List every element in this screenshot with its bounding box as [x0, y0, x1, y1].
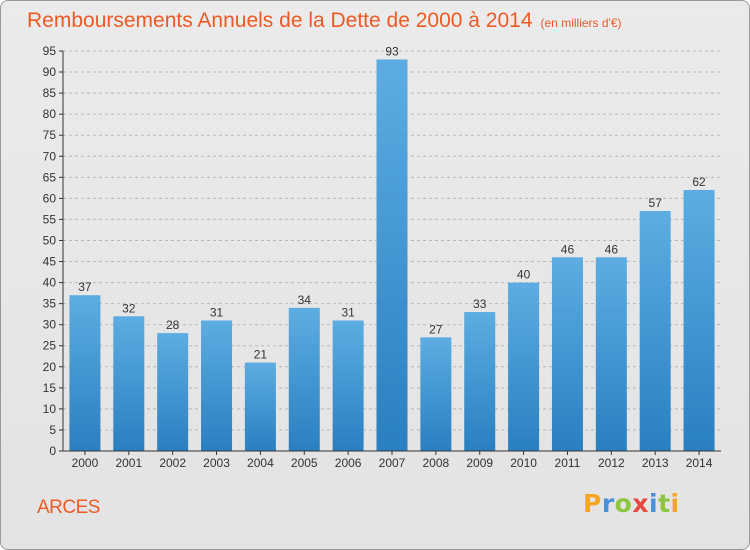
- data-label: 46: [561, 242, 575, 256]
- x-tick-label: 2012: [598, 456, 625, 470]
- y-tick-label: 70: [43, 149, 57, 163]
- commune-name: ARCES: [37, 497, 100, 518]
- y-tick-label: 15: [43, 381, 57, 395]
- x-tick-label: 2013: [642, 456, 669, 470]
- data-label: 31: [341, 305, 355, 319]
- y-tick-label: 65: [43, 170, 57, 184]
- y-axis: 0 5 10 15 20 25 30 35 40 45 50 55 60 65 70 75 80 85 90 95: [43, 44, 64, 458]
- bar-2010: [508, 282, 540, 451]
- data-label: 28: [166, 318, 180, 332]
- x-tick-label: 2008: [423, 456, 450, 470]
- y-tick-label: 95: [43, 44, 57, 58]
- y-tick-label: 20: [43, 360, 57, 374]
- data-label: 34: [298, 293, 312, 307]
- x-tick-label: 2010: [510, 456, 537, 470]
- x-tick-label: 2009: [466, 456, 493, 470]
- x-tick-label: 2011: [555, 456, 581, 470]
- chart-unit: (en milliers d'€): [540, 16, 622, 30]
- x-tick-label: 2006: [335, 456, 362, 470]
- bar-2000: [69, 295, 101, 451]
- y-tick-label: 85: [43, 86, 57, 100]
- data-label: 31: [210, 305, 224, 319]
- y-tick-label: 45: [43, 255, 57, 269]
- data-label: 46: [605, 242, 619, 256]
- y-tick-label: 80: [43, 107, 57, 121]
- x-tick-label: 2007: [379, 456, 406, 470]
- y-tick-label: 55: [43, 212, 57, 226]
- x-tick-label: 2000: [72, 456, 99, 470]
- bar-2008: [420, 337, 452, 451]
- chart-title: Remboursements Annuels de la Dette de 20…: [27, 9, 622, 33]
- data-label: 27: [429, 322, 443, 336]
- x-tick-label: 2001: [115, 456, 142, 470]
- bar-2013: [639, 211, 671, 451]
- y-tick-label: 60: [43, 191, 57, 205]
- data-label: 37: [78, 280, 92, 294]
- bar-2001: [113, 316, 145, 451]
- bar-2009: [464, 312, 496, 451]
- bar-2011: [551, 257, 583, 451]
- x-tick-label: 2003: [203, 456, 230, 470]
- y-tick-label: 30: [43, 318, 57, 332]
- bar-2004: [244, 362, 276, 451]
- x-tick-label: 2002: [159, 456, 186, 470]
- bar-2012: [595, 257, 627, 451]
- y-tick-label: 40: [43, 276, 57, 290]
- x-tick-label: 2014: [686, 456, 713, 470]
- data-label: 33: [473, 297, 487, 311]
- y-tick-label: 5: [49, 423, 56, 437]
- data-label: 40: [517, 268, 531, 282]
- y-tick-label: 50: [43, 233, 57, 247]
- bar-2002: [157, 333, 189, 451]
- bar-2005: [288, 307, 320, 451]
- chart-title-text: Remboursements Annuels de la Dette de 20…: [27, 9, 533, 32]
- data-label: 93: [385, 44, 399, 58]
- y-tick-label: 90: [43, 65, 57, 79]
- x-tick-label: 2005: [291, 456, 318, 470]
- x-axis: 2000 2001 2002 2003 2004 2005 2006 2007 2008 2009…: [63, 450, 721, 470]
- y-tick-label: 75: [43, 128, 57, 142]
- y-tick-label: 0: [49, 444, 56, 458]
- bar-2007: [376, 59, 408, 451]
- bar-2014: [683, 189, 715, 451]
- data-label: 32: [122, 301, 136, 315]
- y-tick-label: 35: [43, 297, 57, 311]
- y-tick-label: 25: [43, 339, 57, 353]
- bar-2006: [332, 320, 364, 451]
- y-tick-label: 10: [43, 402, 57, 416]
- bar-2003: [201, 320, 233, 451]
- data-label: 62: [692, 175, 706, 189]
- data-label: 57: [649, 196, 663, 210]
- data-label: 21: [254, 348, 268, 362]
- proxiti-logo[interactable]: Proxiti: [583, 489, 680, 518]
- x-tick-label: 2004: [247, 456, 274, 470]
- bars: 37 32 28 31 21 34 31 93 27 33 40 46 46 57 62: [69, 44, 715, 451]
